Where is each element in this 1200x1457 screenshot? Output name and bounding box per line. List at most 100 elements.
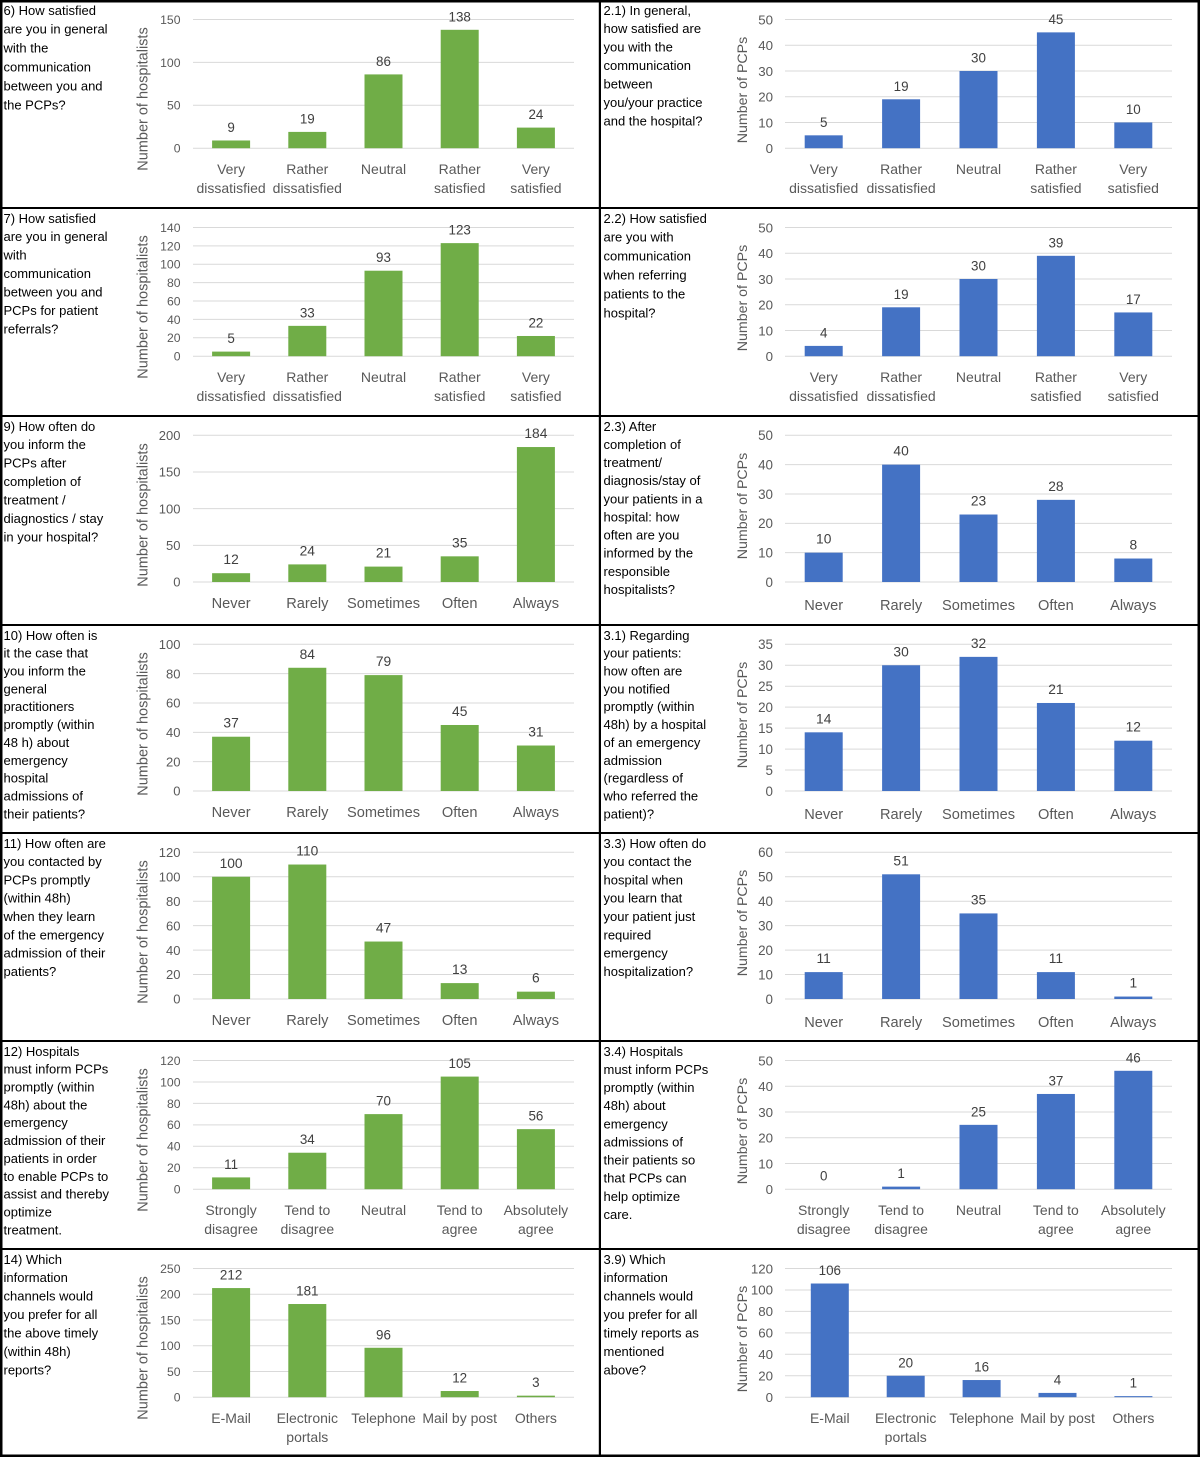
- svg-text:35: 35: [452, 535, 468, 550]
- svg-text:9) How often do: 9) How often do: [4, 419, 96, 434]
- svg-text:10: 10: [758, 1156, 773, 1171]
- svg-text:information: information: [604, 1270, 668, 1285]
- svg-text:PCPs for patient: PCPs for patient: [4, 303, 99, 318]
- svg-text:20: 20: [758, 1131, 773, 1146]
- svg-text:Tend to: Tend to: [1033, 1202, 1079, 1218]
- svg-text:0: 0: [173, 575, 180, 590]
- svg-text:communication: communication: [604, 58, 691, 73]
- svg-text:24: 24: [300, 543, 316, 558]
- svg-text:responsible: responsible: [604, 564, 671, 579]
- svg-text:20: 20: [758, 298, 773, 313]
- svg-text:when referring: when referring: [603, 268, 687, 283]
- svg-text:2.1) In general,: 2.1) In general,: [604, 3, 691, 18]
- svg-text:Tend to: Tend to: [878, 1202, 924, 1218]
- svg-text:0: 0: [766, 784, 773, 799]
- svg-text:10) How often is: 10) How often is: [4, 628, 98, 643]
- svg-text:Rather: Rather: [286, 161, 328, 177]
- svg-text:the PCPs?: the PCPs?: [4, 97, 66, 112]
- svg-text:their patients?: their patients?: [4, 806, 86, 821]
- svg-text:agree: agree: [442, 1221, 478, 1237]
- svg-text:promptly (within: promptly (within: [604, 699, 695, 714]
- svg-text:10: 10: [1126, 102, 1141, 117]
- svg-text:Sometimes: Sometimes: [347, 805, 420, 821]
- svg-text:you notified: you notified: [604, 681, 671, 696]
- svg-text:Rather: Rather: [439, 161, 481, 177]
- svg-text:37: 37: [1048, 1073, 1063, 1088]
- svg-text:(regardless of: (regardless of: [604, 771, 684, 786]
- svg-text:how satisfied are: how satisfied are: [604, 21, 702, 36]
- svg-text:3.9) Which: 3.9) Which: [604, 1252, 666, 1267]
- svg-text:hospital: how: hospital: how: [604, 509, 680, 524]
- svg-text:Very: Very: [810, 369, 838, 385]
- svg-text:promptly (within: promptly (within: [604, 1080, 695, 1095]
- svg-text:Neutral: Neutral: [361, 1202, 406, 1218]
- svg-text:12: 12: [1126, 720, 1141, 735]
- svg-text:Very: Very: [217, 369, 245, 385]
- svg-text:to enable PCPs to: to enable PCPs to: [4, 1169, 109, 1184]
- svg-text:your patients:: your patients:: [604, 646, 682, 661]
- svg-text:4: 4: [820, 325, 828, 340]
- svg-text:200: 200: [160, 1288, 181, 1302]
- svg-text:Sometimes: Sometimes: [942, 1015, 1015, 1031]
- svg-text:100: 100: [220, 856, 243, 871]
- svg-text:40: 40: [758, 1347, 773, 1362]
- svg-text:Very: Very: [522, 369, 550, 385]
- svg-text:70: 70: [376, 1094, 391, 1109]
- svg-text:must inform PCPs: must inform PCPs: [604, 1062, 709, 1077]
- svg-text:informed by the: informed by the: [604, 546, 694, 561]
- svg-text:you inform the: you inform the: [4, 664, 86, 679]
- svg-text:35: 35: [758, 637, 773, 652]
- svg-text:Rather: Rather: [880, 161, 922, 177]
- svg-text:30: 30: [758, 272, 773, 287]
- svg-text:8: 8: [1129, 538, 1137, 553]
- svg-text:Electronic: Electronic: [875, 1410, 936, 1426]
- svg-text:106: 106: [819, 1263, 841, 1278]
- svg-text:184: 184: [524, 426, 547, 441]
- svg-text:Number of PCPs: Number of PCPs: [735, 453, 751, 559]
- svg-text:Rarely: Rarely: [880, 807, 923, 823]
- svg-text:channels would: channels would: [604, 1289, 694, 1304]
- svg-text:200: 200: [159, 428, 181, 443]
- svg-text:28: 28: [1048, 479, 1064, 494]
- svg-text:must inform PCPs: must inform PCPs: [4, 1062, 109, 1077]
- svg-text:93: 93: [376, 250, 391, 265]
- svg-text:3.3) How often do: 3.3) How often do: [604, 836, 707, 851]
- svg-text:with: with: [3, 248, 27, 263]
- svg-text:dissatisfied: dissatisfied: [273, 388, 342, 404]
- svg-text:80: 80: [166, 894, 180, 909]
- svg-text:Number of hospitalists: Number of hospitalists: [136, 27, 152, 170]
- svg-text:your patient just: your patient just: [604, 909, 696, 924]
- svg-text:21: 21: [376, 546, 391, 561]
- svg-text:PCPs after: PCPs after: [4, 456, 68, 471]
- svg-text:emergency: emergency: [604, 946, 669, 961]
- svg-text:Always: Always: [1110, 1015, 1156, 1031]
- svg-text:that PCPs can: that PCPs can: [604, 1171, 687, 1186]
- svg-text:you contacted by: you contacted by: [4, 854, 103, 869]
- svg-text:emergency: emergency: [604, 1116, 669, 1131]
- svg-text:14) Which: 14) Which: [4, 1252, 63, 1267]
- svg-text:30: 30: [758, 487, 773, 502]
- svg-text:Rarely: Rarely: [286, 1013, 329, 1029]
- svg-text:between you and: between you and: [4, 285, 103, 300]
- svg-text:you learn that: you learn that: [604, 891, 683, 906]
- svg-text:150: 150: [160, 1313, 181, 1327]
- svg-text:84: 84: [300, 647, 316, 662]
- svg-text:satisfied: satisfied: [1108, 180, 1159, 196]
- svg-text:30: 30: [971, 258, 986, 273]
- svg-text:Rather: Rather: [439, 369, 481, 385]
- svg-text:40: 40: [167, 313, 181, 327]
- svg-text:Never: Never: [804, 807, 843, 823]
- svg-text:general: general: [4, 681, 47, 696]
- svg-text:Always: Always: [513, 596, 559, 612]
- svg-text:30: 30: [758, 64, 773, 79]
- svg-text:3.4) Hospitals: 3.4) Hospitals: [604, 1044, 684, 1059]
- svg-text:Number of PCPs: Number of PCPs: [735, 1078, 751, 1184]
- svg-text:25: 25: [758, 679, 773, 694]
- svg-text:100: 100: [159, 501, 181, 516]
- svg-text:Rather: Rather: [1035, 369, 1077, 385]
- svg-text:100: 100: [159, 869, 181, 884]
- svg-text:satisfied: satisfied: [510, 388, 561, 404]
- svg-text:120: 120: [160, 239, 181, 253]
- svg-text:promptly (within: promptly (within: [4, 717, 95, 732]
- svg-text:100: 100: [160, 1075, 181, 1089]
